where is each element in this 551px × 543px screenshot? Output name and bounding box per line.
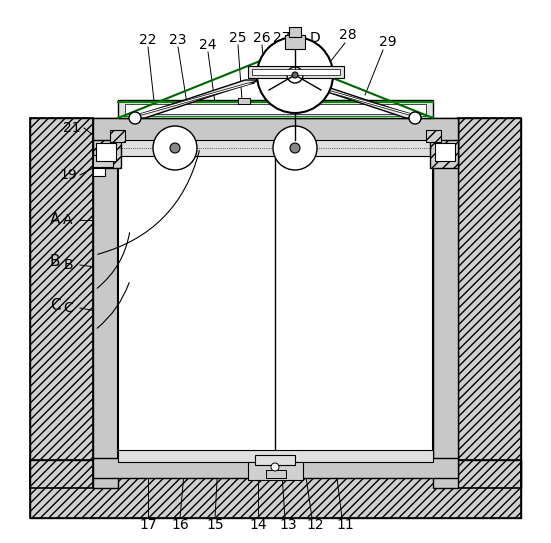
Text: 28: 28 bbox=[339, 28, 357, 42]
Bar bbox=[118, 148, 433, 458]
Bar bbox=[238, 98, 250, 104]
Text: A: A bbox=[63, 213, 73, 227]
Bar bbox=[93, 118, 458, 148]
Polygon shape bbox=[291, 80, 421, 118]
Bar bbox=[118, 140, 433, 156]
Bar bbox=[305, 98, 317, 104]
Text: 14: 14 bbox=[249, 518, 267, 532]
Bar bbox=[30, 118, 93, 488]
Bar bbox=[93, 155, 113, 167]
Circle shape bbox=[290, 143, 300, 153]
Circle shape bbox=[170, 143, 180, 153]
Bar bbox=[93, 140, 121, 168]
Bar bbox=[285, 35, 305, 49]
Bar bbox=[30, 460, 521, 518]
Text: 22: 22 bbox=[139, 33, 156, 47]
Text: A: A bbox=[50, 212, 60, 228]
Bar bbox=[426, 130, 441, 142]
Text: 26: 26 bbox=[253, 31, 271, 45]
Bar bbox=[96, 143, 116, 161]
Bar bbox=[435, 143, 455, 161]
Bar bbox=[30, 118, 93, 488]
Text: D: D bbox=[310, 31, 320, 45]
Text: 24: 24 bbox=[199, 38, 217, 52]
Bar bbox=[30, 460, 521, 518]
Text: C: C bbox=[63, 301, 73, 315]
Bar bbox=[458, 118, 521, 488]
Text: 11: 11 bbox=[336, 518, 354, 532]
Bar bbox=[110, 130, 125, 142]
Text: 29: 29 bbox=[379, 35, 397, 49]
Circle shape bbox=[409, 112, 421, 124]
Circle shape bbox=[292, 72, 298, 78]
Circle shape bbox=[129, 112, 141, 124]
Bar bbox=[118, 100, 433, 118]
Text: 16: 16 bbox=[171, 518, 189, 532]
Text: 19: 19 bbox=[59, 168, 77, 182]
Circle shape bbox=[257, 37, 333, 113]
Text: C: C bbox=[50, 298, 60, 313]
Bar bbox=[125, 104, 426, 114]
Text: 15: 15 bbox=[206, 518, 224, 532]
Bar bbox=[93, 168, 105, 176]
Bar bbox=[252, 69, 340, 75]
Bar bbox=[93, 458, 458, 478]
Bar bbox=[433, 118, 458, 488]
Bar bbox=[458, 118, 521, 488]
Circle shape bbox=[271, 463, 279, 471]
Circle shape bbox=[287, 67, 303, 83]
Circle shape bbox=[273, 126, 317, 170]
Bar bbox=[255, 455, 295, 465]
Bar bbox=[118, 450, 433, 462]
Text: 25: 25 bbox=[229, 31, 247, 45]
Polygon shape bbox=[135, 83, 255, 115]
Bar bbox=[430, 140, 458, 168]
Text: 13: 13 bbox=[279, 518, 297, 532]
Polygon shape bbox=[296, 83, 416, 115]
Bar bbox=[93, 118, 118, 488]
Bar bbox=[289, 27, 301, 37]
Bar bbox=[248, 462, 303, 480]
Text: 21: 21 bbox=[63, 121, 81, 135]
Bar bbox=[266, 470, 286, 478]
Text: 12: 12 bbox=[306, 518, 324, 532]
Text: 23: 23 bbox=[169, 33, 187, 47]
Text: B: B bbox=[63, 258, 73, 272]
Text: 17: 17 bbox=[139, 518, 157, 532]
Text: 27: 27 bbox=[273, 31, 291, 45]
Polygon shape bbox=[130, 80, 260, 118]
Bar bbox=[248, 66, 344, 78]
Circle shape bbox=[153, 126, 197, 170]
Text: B: B bbox=[50, 255, 60, 269]
